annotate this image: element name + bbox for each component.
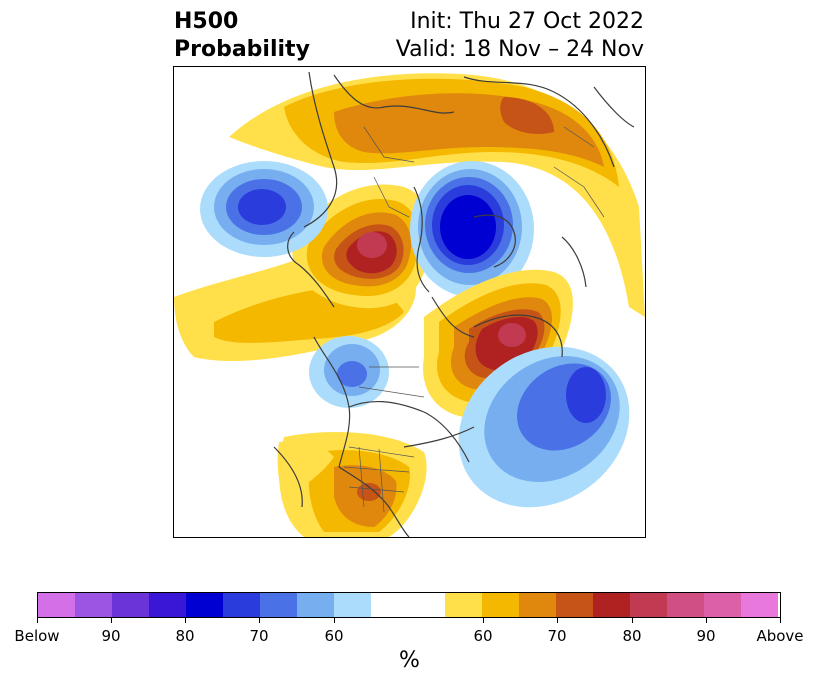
colorbar-tick-mark (111, 618, 112, 623)
colorbar-tick-mark (780, 618, 781, 623)
colorbar-tick-label: 70 (547, 627, 567, 645)
probability-map (173, 66, 646, 538)
colorbar-tick-mark (259, 618, 260, 623)
colorbar-segment (741, 593, 778, 617)
colorbar-tick-mark (632, 618, 633, 623)
anomaly-pacific-deepblue (238, 189, 286, 225)
colorbar-segment (630, 593, 667, 617)
map-svg (174, 71, 645, 537)
map-dates: Init: Thu 27 Oct 2022 Valid: 18 Nov – 24… (396, 8, 644, 64)
colorbar-segment (556, 593, 593, 617)
colorbar-segment (260, 593, 297, 617)
colorbar-tick-mark (483, 618, 484, 623)
colorbar-segment (371, 593, 445, 617)
colorbar-tick-mark (557, 618, 558, 623)
colorbar-segment (593, 593, 630, 617)
anomaly-atlantic-deepblue (566, 367, 606, 423)
colorbar-tick-label: 80 (175, 627, 195, 645)
colorbar-unit: % (399, 648, 420, 673)
colorbar-segment (519, 593, 556, 617)
colorbar-segment (223, 593, 260, 617)
map-title: H500 Probability (174, 8, 310, 64)
anomaly-wcanada-blue (337, 361, 367, 387)
colorbar-tick-mark (185, 618, 186, 623)
colorbar-segment (38, 593, 75, 617)
colorbar-tick-mark (37, 618, 38, 623)
colorbar-tick-label: 60 (473, 627, 493, 645)
colorbar-tick-mark (334, 618, 335, 623)
colorbar-tick-label: 90 (696, 627, 716, 645)
colorbar-tick-label: Above (756, 627, 804, 645)
colorbar-tick-labels: Below 90 80 70 60 60 70 80 90 Above (0, 627, 819, 647)
valid-range: Valid: 18 Nov – 24 Nov (395, 37, 644, 62)
colorbar-segment (482, 593, 519, 617)
anomaly-canada-pink (498, 323, 526, 347)
colorbar-segment (186, 593, 223, 617)
colorbar-tick-mark (706, 618, 707, 623)
borders (343, 126, 605, 513)
colorbar-tick-label: 60 (324, 627, 344, 645)
colorbar-segment (334, 593, 371, 617)
anomaly-us-rust (357, 483, 381, 501)
colorbar-tick-label: Below (14, 627, 60, 645)
colorbar-segment (112, 593, 149, 617)
coastlines (273, 71, 635, 537)
colorbar-segment (667, 593, 704, 617)
colorbar (37, 592, 781, 618)
title-variable: H500 (174, 9, 239, 34)
init-date: Init: Thu 27 Oct 2022 (410, 9, 644, 34)
title-product: Probability (174, 37, 310, 62)
anomaly-polar-navy (440, 195, 496, 259)
anomaly-rust-top (500, 97, 554, 134)
colorbar-tick-label: 90 (101, 627, 121, 645)
colorbar-segment (445, 593, 482, 617)
colorbar-segment (149, 593, 186, 617)
colorbar-segment (704, 593, 741, 617)
anomaly-west-ridge-pink (357, 232, 387, 258)
anomaly-bottom-left-yellow (277, 441, 334, 499)
colorbar-segment (75, 593, 112, 617)
colorbar-tick-label: 80 (622, 627, 642, 645)
colorbar-segment (297, 593, 334, 617)
colorbar-ticks (0, 618, 819, 624)
colorbar-tick-label: 70 (249, 627, 269, 645)
